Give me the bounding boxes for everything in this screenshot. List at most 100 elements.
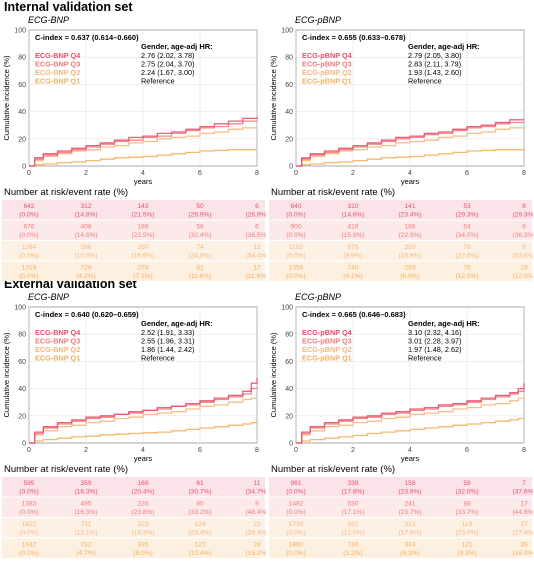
- risk-row-band: [2, 518, 265, 538]
- risk-rate: (29.4%): [245, 530, 267, 537]
- risk-rate: (6.3%): [400, 550, 419, 557]
- x-tick-label: 0: [294, 447, 298, 454]
- risk-rate: (22.9%): [398, 232, 421, 239]
- risk-rate: (16.0%): [512, 550, 534, 557]
- panel-title: ECG-pBNP: [295, 15, 342, 25]
- y-axis-label: Cumulative incidence (%): [2, 332, 11, 418]
- risk-row-band: [2, 261, 265, 281]
- legend-entry: ECG-pBNP Q2: [302, 68, 352, 77]
- panel-title: ECG-pBNP: [295, 292, 342, 302]
- legend-hr: Reference: [408, 77, 442, 86]
- y-tick-label: 20: [285, 413, 293, 420]
- x-tick-label: 6: [465, 170, 469, 177]
- risk-count: 323: [137, 521, 148, 528]
- risk-count: 343: [404, 542, 415, 549]
- risk-count: 595: [23, 480, 34, 487]
- legend-hr: 2.76 (2.02, 3.78): [141, 51, 195, 60]
- legend-entry: ECG-pBNP Q1: [302, 77, 352, 86]
- panel-title: ECG-BNP: [28, 15, 70, 25]
- legend-entry: ECG-BNP Q2: [35, 345, 80, 354]
- risk-count: 9: [522, 244, 526, 251]
- risk-count: 1822: [22, 521, 37, 528]
- risk-count: 141: [404, 203, 415, 210]
- risk-row-band: [269, 477, 532, 497]
- legend-entry: ECG-pBNP Q4: [302, 51, 353, 60]
- risk-rate: (17.1%): [341, 509, 364, 516]
- risk-rate: (23.7%): [398, 509, 421, 516]
- hr-header: Gender, age-adj HR:: [141, 319, 213, 328]
- x-axis-label: years: [401, 177, 420, 186]
- y-tick-label: 60: [285, 359, 293, 366]
- y-tick-label: 100: [14, 305, 26, 312]
- risk-rate: (26.9%): [245, 212, 267, 219]
- legend-entry: ECG-BNP Q3: [35, 60, 80, 69]
- legend-entry: ECG-pBNP Q3: [302, 60, 352, 69]
- risk-count: 169: [137, 480, 148, 487]
- risk-rate: (33.6%): [512, 253, 534, 260]
- risk-count: 158: [404, 480, 415, 487]
- risk-count: 711: [81, 521, 92, 528]
- risk-rate: (34.4%): [245, 253, 267, 260]
- legend-hr: Reference: [408, 354, 442, 363]
- km-plot: 0 20 40 60 80 100 0 2 4 6 8 years Cumulative inciden…: [269, 305, 526, 464]
- risk-row-band: [269, 241, 532, 261]
- risk-table-title: Number at risk/event rate (%): [4, 464, 129, 475]
- risk-count: 1739: [289, 521, 304, 528]
- risk-rate: (0.0%): [286, 212, 305, 219]
- risk-rate: (15.9%): [341, 232, 364, 239]
- risk-count: 961: [290, 480, 301, 487]
- panel-title: ECG-BNP: [28, 292, 70, 302]
- legend-entry: ECG-pBNP Q2: [302, 345, 352, 354]
- y-tick-label: 60: [285, 82, 293, 89]
- risk-count: 310: [347, 203, 358, 210]
- risk-rate: (15.8%): [398, 253, 421, 260]
- legend-hr: 3.01 (2.28, 3.97): [408, 337, 462, 346]
- risk-count: 1842: [22, 542, 37, 549]
- risk-table: 640 (0.0%) 310 (14.6%) 141 (23.4%) 53 (29.3%) 8 (…: [269, 200, 534, 281]
- risk-rate: (3.2%): [343, 550, 362, 557]
- risk-count: 642: [23, 203, 34, 210]
- risk-count: 56: [196, 224, 204, 231]
- risk-table: 961 (0.0%) 339 (17.8%) 158 (23.9%) 59 (32.0%) 7 (…: [269, 477, 534, 558]
- risk-rate: (17.8%): [398, 530, 421, 537]
- risk-rate: (7.1%): [133, 273, 152, 280]
- risk-rate: (12.0%): [341, 530, 364, 537]
- risk-rate: (27.4%): [512, 530, 534, 537]
- risk-rate: (34.7%): [245, 489, 267, 496]
- legend-entry: ECG-BNP Q3: [35, 337, 80, 346]
- y-tick-label: 20: [18, 136, 26, 143]
- risk-count: 1164: [22, 244, 37, 251]
- curve-q4: [296, 119, 524, 167]
- risk-count: 78: [463, 244, 471, 251]
- risk-rate: (0.0%): [19, 489, 38, 496]
- risk-rate: (17.8%): [341, 489, 364, 496]
- curve-q4: [29, 117, 258, 167]
- legend-entry: ECG-BNP Q4: [35, 51, 81, 60]
- risk-count: 186: [404, 224, 415, 231]
- risk-count: 76: [463, 265, 471, 272]
- risk-count: 293: [404, 265, 415, 272]
- risk-count: 676: [23, 224, 34, 231]
- x-tick-label: 4: [408, 170, 412, 177]
- y-tick-label: 80: [18, 55, 26, 62]
- risk-rate: (21.5%): [131, 212, 154, 219]
- legend-entry: ECG-BNP Q1: [35, 354, 80, 363]
- risk-rate: (0.0%): [19, 212, 38, 219]
- risk-rate: (8.0%): [133, 550, 152, 557]
- x-tick-label: 8: [522, 170, 526, 177]
- risk-count: 7: [522, 480, 526, 487]
- x-tick-label: 4: [141, 170, 145, 177]
- risk-count: 250: [404, 244, 415, 251]
- x-tick-label: 6: [198, 170, 202, 177]
- risk-rate: (0.0%): [19, 232, 38, 239]
- km-plot: 0 20 40 60 80 100 0 2 4 6 8 years Cumulative inciden…: [2, 28, 259, 187]
- km-plot: 0 20 40 60 80 100 0 2 4 6 8 years Cumulative inciden…: [2, 305, 259, 464]
- risk-count: 61: [196, 480, 204, 487]
- x-tick-label: 8: [255, 447, 259, 454]
- panel-internal-bnp: ECG-BNP 0 20 40 60 80 100 0 2 4 6 8 years Cumulative …: [0, 15, 267, 286]
- legend-hr: 1.93 (1.43, 2.60): [408, 68, 462, 77]
- risk-count: 119: [462, 521, 473, 528]
- risk-rate: (10.4%): [188, 550, 211, 557]
- risk-rate: (11.6%): [246, 273, 267, 280]
- risk-count: 312: [80, 203, 91, 210]
